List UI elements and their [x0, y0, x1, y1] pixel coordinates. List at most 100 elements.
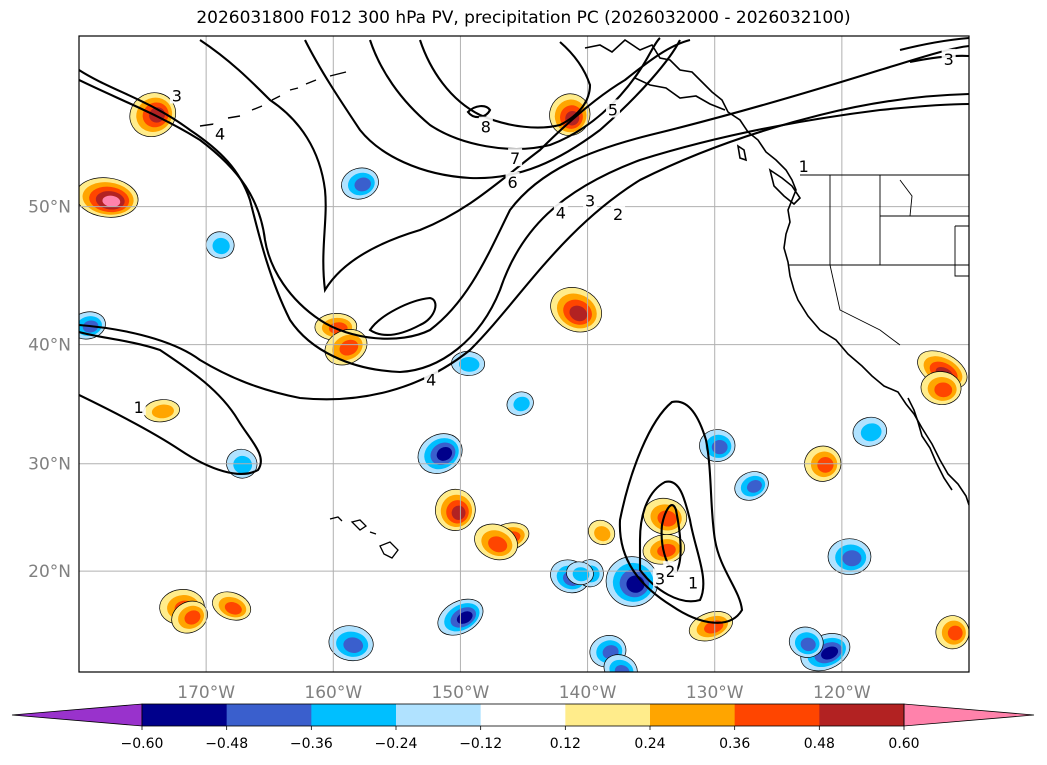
vancouver-island [768, 168, 802, 206]
lat-label-2: 30°N [28, 455, 71, 475]
pv-contour-3 [79, 44, 969, 340]
aleutian-chain [199, 71, 347, 127]
precip-blob-13-level-3 [436, 446, 453, 461]
lat-label-0: 50°N [28, 198, 71, 218]
lon-label-1: 160°W [304, 683, 362, 703]
north-america-coastline [584, 38, 969, 506]
pv-label-11: 4 [426, 371, 436, 390]
colorbar-label-4: −0.12 [459, 736, 502, 752]
precip-blob-37 [212, 591, 252, 621]
haida-gwaii [736, 144, 748, 162]
pv-label-bg-9 [796, 156, 811, 175]
precip-blob-39 [171, 600, 208, 634]
precip-blob-5 [324, 329, 368, 366]
state-border-7 [899, 179, 913, 217]
colorbar-label-6: 0.24 [634, 736, 665, 752]
precip-blob-8 [550, 287, 602, 333]
pv-contour-3-northeast [899, 36, 969, 64]
pv-contour-2 [79, 69, 969, 374]
precip-blob-30-level-2 [842, 550, 862, 567]
pv-contours [79, 36, 969, 624]
pv-label-15: 1 [688, 574, 698, 593]
colorbar-box-8 [819, 704, 905, 726]
precip-blob-2-level-2 [354, 177, 371, 192]
pv-label-10: 3 [944, 50, 954, 69]
precip-blob-41-level-1 [860, 423, 882, 442]
lon-label-2: 150°W [432, 683, 490, 703]
gridlines [79, 36, 969, 672]
pv-label-bg-7 [583, 190, 598, 209]
precip-blob-16 [474, 523, 518, 561]
precip-blob-8-level-3 [569, 305, 588, 322]
pv-label-bg-0 [169, 85, 184, 104]
precip-blob-17-level-2 [711, 440, 728, 455]
precip-blob-21 [588, 519, 616, 545]
map-frame [78, 35, 970, 673]
colorbar-label-9: 0.60 [888, 736, 919, 752]
precip-blob-32-level-2 [800, 637, 816, 652]
precip-blob-35 [920, 371, 962, 405]
precipitation-shading [79, 92, 969, 672]
pv-contour-1-lower [79, 330, 262, 475]
colorbar-box-6 [650, 704, 736, 726]
colorbar-label-8: 0.48 [804, 736, 835, 752]
pv-contour-3-south [660, 504, 682, 574]
pv-label-bg-1 [213, 123, 228, 142]
baja-coastline [907, 397, 953, 491]
colorbar-label-7: 0.36 [719, 736, 750, 752]
precip-blob-6 [205, 231, 235, 259]
pv-contour-4-outer [199, 38, 691, 294]
pv-label-bg-15 [686, 572, 701, 591]
pv-contour-1-upper [79, 92, 969, 401]
precip-blob-11-level-1 [233, 455, 253, 474]
precip-blob-9-level-1 [458, 356, 480, 372]
precip-blob-14-level-3 [451, 505, 466, 520]
colorbar-box-4 [480, 704, 566, 726]
precip-blob-12 [143, 399, 180, 423]
state-border-6 [954, 225, 969, 277]
hawaii-islands [329, 516, 399, 559]
precip-blob-2 [341, 167, 379, 200]
colorbar: −0.60 −0.48 −0.36 −0.24 −0.12 0.12 0.24 0.36 0.4… [11, 703, 1035, 752]
pv-label-12: 1 [134, 398, 144, 417]
lat-label-3: 20°N [28, 562, 71, 582]
colorbar-frame [141, 703, 905, 727]
precip-blob-41 [852, 416, 888, 447]
precip-blob-36 [935, 615, 969, 650]
precip-blob-37-level-2 [224, 602, 242, 615]
precip-blob-18 [734, 471, 769, 501]
precip-blob-10 [506, 391, 534, 416]
colorbar-box-1 [226, 704, 312, 726]
pv-label-14: 3 [655, 569, 665, 588]
pv-label-bg-12 [131, 397, 146, 416]
colorbar-label-2: −0.36 [290, 736, 333, 752]
precip-blob-35-level-2 [934, 382, 953, 398]
precip-blob-10-level-1 [513, 396, 530, 412]
pv-label-7: 3 [585, 192, 595, 211]
colorbar-extend-high [903, 703, 1035, 727]
lon-label-4: 130°W [686, 683, 744, 703]
pv-contour-2-south [638, 480, 705, 603]
colorbar-box-3 [396, 704, 482, 726]
pv-contour-8 [466, 105, 492, 119]
colorbar-extend-low [11, 703, 143, 727]
precip-blob-1-level-4 [102, 195, 121, 207]
precip-blob-32 [788, 626, 824, 658]
precip-blob-18-level-2 [746, 480, 762, 493]
coastlines [199, 38, 969, 559]
lon-label-3: 140°W [559, 683, 617, 703]
colorbar-box-2 [311, 704, 397, 726]
ocean-background [79, 36, 969, 672]
precip-blob-31-level-3 [821, 646, 839, 660]
pv-label-3: 7 [510, 149, 520, 168]
map-title: 2026031800 F012 300 hPa PV, precipitatio… [196, 8, 851, 28]
pv-label-6: 4 [556, 204, 566, 223]
pv-contour-5 [304, 39, 681, 180]
pv-label-13: 2 [665, 562, 675, 581]
precip-blob-6-level-1 [212, 237, 230, 255]
colorbar-box-0 [142, 704, 228, 726]
lon-label-5: 120°W [813, 683, 871, 703]
precip-blob-39-level-2 [184, 610, 201, 625]
pv-label-5: 5 [608, 100, 618, 119]
